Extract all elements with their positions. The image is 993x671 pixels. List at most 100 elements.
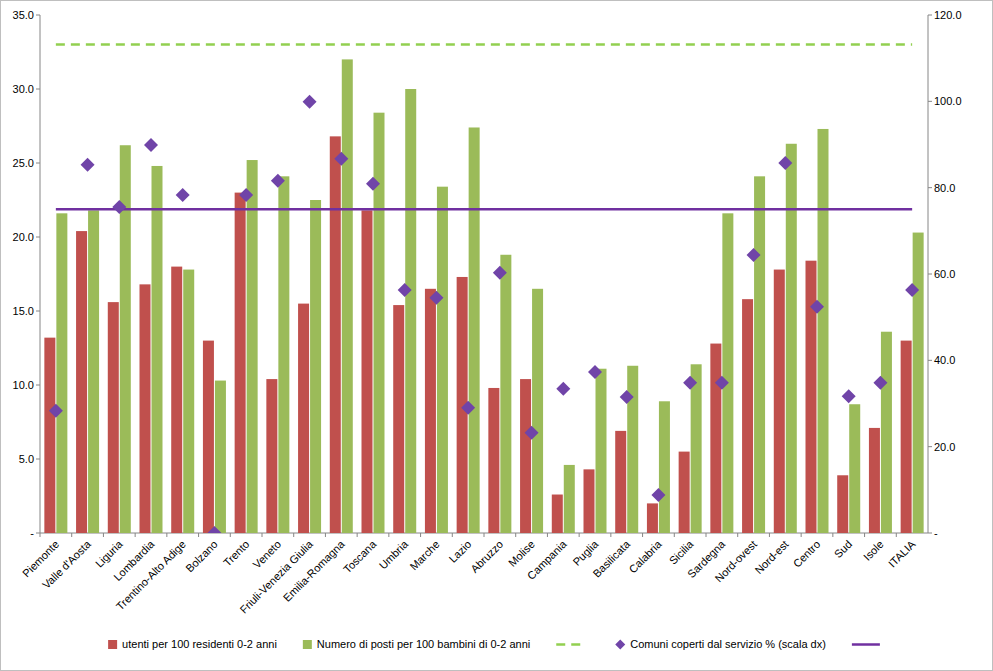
- marker: [366, 177, 380, 191]
- marker: [810, 300, 824, 314]
- bar: [266, 379, 277, 533]
- y-tick-label: 25.0: [13, 157, 34, 169]
- x-tick-label: Nord-est: [752, 538, 790, 576]
- bar: [437, 187, 448, 533]
- legend-item: [556, 644, 584, 645]
- marker: [334, 152, 348, 166]
- x-tick: [769, 533, 770, 537]
- marker: [525, 426, 539, 440]
- marker: [842, 389, 856, 403]
- bar: [374, 113, 385, 533]
- bar: [310, 200, 321, 533]
- bar: [362, 210, 373, 533]
- marker: [651, 488, 665, 502]
- bar: [247, 160, 258, 533]
- bar: [552, 495, 563, 533]
- line: [56, 43, 912, 46]
- y-tick: [36, 459, 40, 460]
- legend-swatch: [108, 640, 117, 649]
- y-tick-label: 35.0: [13, 9, 34, 21]
- bar: [584, 469, 595, 533]
- x-tick-label: Bolzano: [183, 538, 220, 575]
- legend-item: [852, 644, 880, 645]
- bar: [88, 210, 99, 533]
- bar: [659, 401, 670, 533]
- bar: [596, 369, 607, 533]
- x-tick-label: Lazio: [446, 538, 473, 565]
- y-tick: [36, 237, 40, 238]
- marker: [683, 376, 697, 390]
- y-tick-label: 15.0: [13, 305, 34, 317]
- legend-label: Comuni coperti dal servizio % (scala dx): [630, 638, 826, 650]
- x-tick: [40, 533, 41, 537]
- x-tick-label: Valle d'Aosta: [40, 537, 94, 591]
- y2-tick-label: 40.0: [934, 354, 955, 366]
- marker: [144, 138, 158, 152]
- bar: [203, 341, 214, 533]
- bar: [691, 364, 702, 533]
- x-tick-label: Calabria: [626, 537, 664, 575]
- y-tick-label: -: [30, 527, 34, 539]
- marker: [49, 404, 63, 418]
- y-tick: [36, 311, 40, 312]
- bar: [901, 341, 912, 533]
- x-tick-label: Marche: [407, 538, 441, 572]
- bar: [786, 144, 797, 533]
- marks: [44, 45, 923, 533]
- marker: [747, 248, 761, 262]
- y-tick-label: 5.0: [19, 453, 34, 465]
- bar: [405, 89, 416, 533]
- legend-swatch: [556, 643, 584, 646]
- chart-border: [1, 1, 993, 671]
- bar: [330, 136, 341, 533]
- bar: [818, 129, 829, 533]
- x-tick-label: Abruzzo: [468, 538, 505, 575]
- bar: [44, 338, 55, 533]
- x-tick-label: Molise: [506, 538, 537, 569]
- marker: [112, 200, 126, 214]
- y2-tick: [928, 533, 932, 534]
- y2-tick-label: 100.0: [934, 95, 962, 107]
- y2-tick: [928, 446, 932, 447]
- x-tick: [515, 533, 516, 537]
- y2-tick: [928, 15, 932, 16]
- bar: [881, 332, 892, 533]
- x-tick-label: ITALIA: [886, 537, 918, 569]
- marker: [905, 283, 919, 297]
- x-tick: [737, 533, 738, 537]
- x-tick: [452, 533, 453, 537]
- x-tick-label: Isole: [861, 538, 886, 563]
- x-tick: [801, 533, 802, 537]
- bar: [647, 503, 658, 533]
- bar: [152, 166, 163, 533]
- marker: [239, 188, 253, 202]
- bar: [532, 289, 543, 533]
- marker: [271, 174, 285, 188]
- y-tick: [36, 89, 40, 90]
- y-tick-label: 10.0: [13, 379, 34, 391]
- marker: [461, 401, 475, 415]
- x-tick-label: Campania: [525, 537, 570, 582]
- bar: [425, 289, 436, 533]
- bar: [215, 381, 226, 533]
- y2-tick: [928, 360, 932, 361]
- x-tick-label: Trento: [221, 538, 252, 569]
- x-tick: [547, 533, 548, 537]
- x-tick: [325, 533, 326, 537]
- y-tick-label: 20.0: [13, 231, 34, 243]
- marker: [778, 156, 792, 170]
- legend-label: Numero di posti per 100 bambini di 0-2 a…: [317, 638, 530, 650]
- bar: [140, 284, 151, 533]
- marker: [493, 266, 507, 280]
- marker: [556, 382, 570, 396]
- y2-tick: [928, 187, 932, 188]
- bar: [774, 270, 785, 533]
- x-tick: [198, 533, 199, 537]
- bar: [742, 299, 753, 533]
- y2-tick: [928, 274, 932, 275]
- x-tick: [230, 533, 231, 537]
- line: [56, 208, 912, 211]
- bar: [520, 379, 531, 533]
- legend: utenti per 100 residenti 0-2 anniNumero …: [108, 638, 880, 650]
- x-tick-label: Puglia: [570, 537, 601, 568]
